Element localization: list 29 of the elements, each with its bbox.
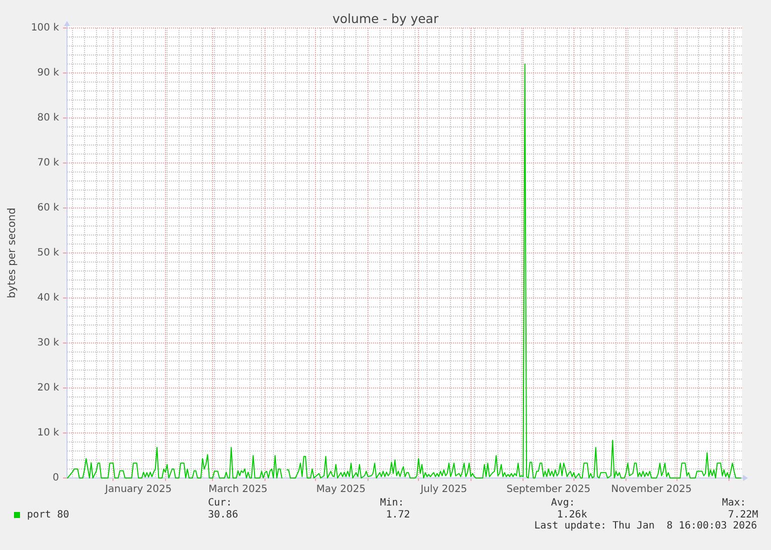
y-tick-label: 70 k xyxy=(37,158,60,168)
y-tick-label: 60 k xyxy=(37,202,60,214)
y-tick-label: 40 k xyxy=(37,292,60,304)
text: 7.22M xyxy=(728,510,758,520)
y-axis-title: bytes per second xyxy=(6,208,18,298)
text: Avg: xyxy=(551,498,576,508)
legend-label: port 80 xyxy=(27,510,70,520)
text: Last update: Thu Jan 8 16:00:03 2026 xyxy=(534,520,757,532)
text: Min: xyxy=(380,498,404,508)
y-tick-label: 30 k xyxy=(37,338,60,348)
y-tick-label: 90 k xyxy=(37,68,60,78)
text: Max: xyxy=(722,498,746,508)
text: 1.72 xyxy=(386,510,410,520)
y-tick-label: 10 k xyxy=(37,428,60,438)
x-tick-label: January 2025 xyxy=(104,484,172,495)
x-tick-label: September 2025 xyxy=(506,484,590,495)
x-tick-label: March 2025 xyxy=(208,484,268,495)
y-tick-label: 50 k xyxy=(37,248,60,258)
text: Cur: xyxy=(208,498,232,508)
chart-title: volume - by year xyxy=(332,11,440,26)
y-tick-label: 80 k xyxy=(37,112,60,124)
text: 1.26k xyxy=(557,510,588,520)
y-tick-label: 0 xyxy=(52,472,59,484)
y-tick-label: 100 k xyxy=(30,22,60,34)
y-tick-label: 20 k xyxy=(37,382,60,394)
x-tick-label: July 2025 xyxy=(420,484,468,495)
x-tick-label: May 2025 xyxy=(316,484,366,495)
text: 30.86 xyxy=(208,510,238,520)
x-tick-label: November 2025 xyxy=(611,484,692,495)
